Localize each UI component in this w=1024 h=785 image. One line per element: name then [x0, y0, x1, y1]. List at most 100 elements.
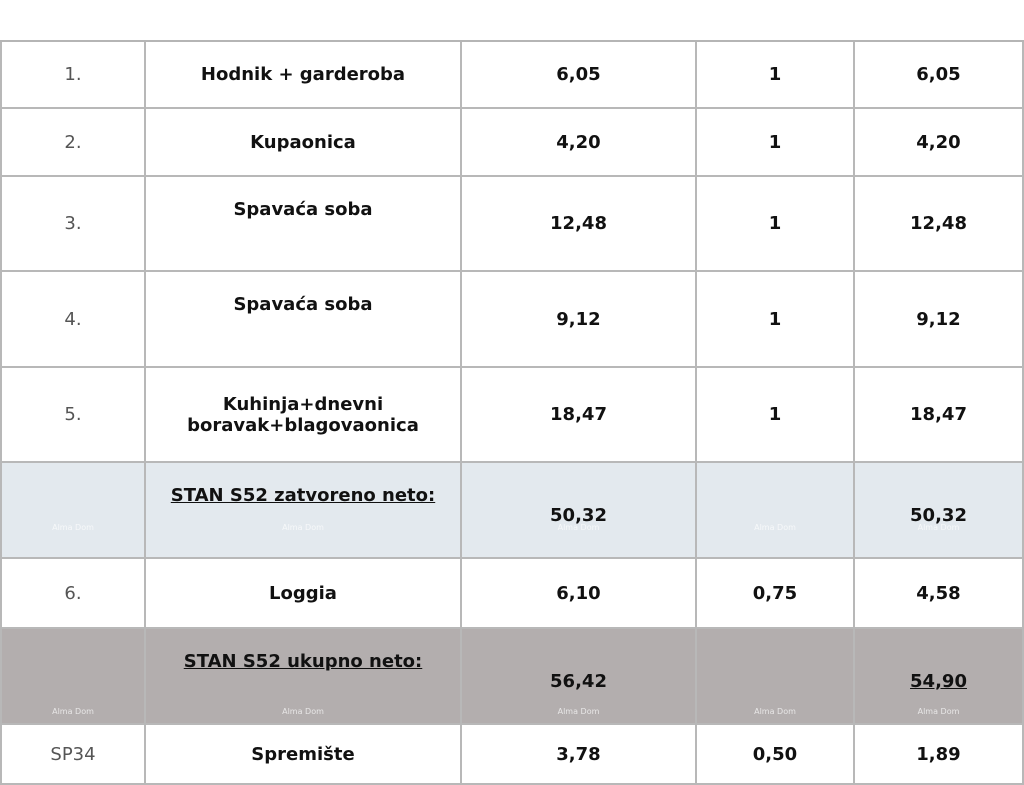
cell-name: Spavaća soba: [146, 272, 462, 366]
cell-coef: 1: [697, 177, 855, 270]
coef-text: 1: [768, 308, 782, 330]
cell-area: 9,12: [462, 272, 697, 366]
watermark: Alma Dom: [282, 707, 324, 716]
no-text: SP34: [50, 743, 96, 765]
cell-name: Kuhinja+dnevni boravak+blagovaonica: [146, 368, 462, 461]
cell-total: 9,12: [855, 272, 1024, 366]
no-text: 3.: [64, 213, 82, 234]
area-text: 9,12: [556, 308, 601, 330]
name-text: Hodnik + garderoba: [200, 64, 406, 85]
no-text: 6.: [64, 582, 82, 604]
cell-no: 2.: [0, 109, 146, 175]
coef-text: 1: [768, 404, 782, 425]
total-text: 54,90: [910, 670, 967, 692]
table-row: 4. Spavaća soba 9,12 1 9,12: [0, 272, 1024, 368]
cell-name: Spremište: [146, 725, 462, 783]
cell-no: 5.: [0, 368, 146, 461]
cell-no: Alma Dom: [0, 629, 146, 723]
cell-name: Loggia: [146, 559, 462, 627]
cell-total: 12,48: [855, 177, 1024, 270]
table-row: 2. Kupaonica 4,20 1 4,20: [0, 109, 1024, 177]
coef-text: 0,50: [752, 743, 798, 765]
total-text: 4,20: [916, 131, 961, 153]
watermark: Alma Dom: [557, 523, 600, 532]
name-text: STAN S52 ukupno neto:: [183, 650, 423, 672]
cell-total: 50,32 Alma Dom: [855, 463, 1024, 557]
cell-total: 6,05: [855, 42, 1024, 107]
table-row: 3. Spavaća soba 12,48 1 12,48: [0, 177, 1024, 272]
cell-no: 6.: [0, 559, 146, 627]
name-text: STAN S52 zatvoreno neto:: [170, 485, 436, 506]
cell-total: 1,89: [855, 725, 1024, 783]
subtotal-row: Alma Dom STAN S52 zatvoreno neto: Alma Dom…: [0, 463, 1024, 559]
cell-name: Kupaonica: [146, 109, 462, 175]
area-text: 12,48: [550, 213, 607, 234]
name-text: Kupaonica: [250, 131, 356, 153]
name-text: Loggia: [269, 582, 337, 604]
cell-coef: 1: [697, 368, 855, 461]
no-text: 5.: [64, 404, 82, 425]
cell-area: 4,20: [462, 109, 697, 175]
area-table: 1. Hodnik + garderoba 6,05 1 6,05 2. Kupaonica…: [0, 40, 1024, 785]
cell-area: 12,48: [462, 177, 697, 270]
coef-text: 0,75: [752, 582, 798, 604]
watermark: Alma Dom: [282, 523, 324, 532]
cell-no: Alma Dom: [0, 463, 146, 557]
coef-text: 1: [768, 213, 782, 234]
area-text: 18,47: [550, 404, 607, 425]
cell-coef: 1: [697, 109, 855, 175]
cell-total: 4,58: [855, 559, 1024, 627]
cell-area: 50,32 Alma Dom: [462, 463, 697, 557]
watermark: Alma Dom: [754, 523, 796, 532]
name-text: Spavaća soba: [233, 199, 373, 220]
cell-area: 56,42 Alma Dom: [462, 629, 697, 723]
total-text: 12,48: [910, 213, 967, 234]
no-text: 2.: [64, 131, 82, 153]
watermark: Alma Dom: [754, 707, 796, 716]
cell-area: 6,05: [462, 42, 697, 107]
cell-no: 3.: [0, 177, 146, 270]
cell-no: 1.: [0, 42, 146, 107]
cell-no: SP34: [0, 725, 146, 783]
table-row: 5. Kuhinja+dnevni boravak+blagovaonica 18,…: [0, 368, 1024, 463]
watermark: Alma Dom: [557, 707, 600, 716]
cell-coef: Alma Dom: [697, 463, 855, 557]
total-text: 1,89: [916, 743, 961, 765]
cell-coef: 1: [697, 272, 855, 366]
no-text: 4.: [64, 308, 82, 330]
area-text: 4,20: [556, 131, 601, 153]
area-text: 3,78: [556, 743, 601, 765]
cell-total: 4,20: [855, 109, 1024, 175]
area-text: 56,42: [550, 670, 607, 692]
table-row: 6. Loggia 6,10 0,75 4,58: [0, 559, 1024, 629]
name-text: Kuhinja+dnevni boravak+blagovaonica: [187, 393, 419, 436]
watermark: Alma Dom: [917, 707, 960, 716]
total-text: 4,58: [916, 582, 961, 604]
watermark: Alma Dom: [917, 523, 960, 532]
coef-text: 1: [768, 64, 782, 85]
name-text: Spremište: [251, 743, 355, 765]
name-text: Spavaća soba: [233, 294, 373, 315]
cell-area: 18,47: [462, 368, 697, 461]
cell-name: Spavaća soba: [146, 177, 462, 270]
total-row: Alma Dom STAN S52 ukupno neto: Alma Dom 56,…: [0, 629, 1024, 725]
cell-no: 4.: [0, 272, 146, 366]
cell-area: 3,78: [462, 725, 697, 783]
cell-name: STAN S52 zatvoreno neto: Alma Dom: [146, 463, 462, 557]
cell-coef: 1: [697, 42, 855, 107]
area-text: 50,32: [550, 504, 607, 526]
no-text: 1.: [64, 64, 82, 85]
cell-coef: 0,75: [697, 559, 855, 627]
cell-name: STAN S52 ukupno neto: Alma Dom: [146, 629, 462, 723]
cell-coef: Alma Dom: [697, 629, 855, 723]
table-row: SP34 Spremište 3,78 0,50 1,89: [0, 725, 1024, 785]
cell-total: 18,47: [855, 368, 1024, 461]
table-row: 1. Hodnik + garderoba 6,05 1 6,05: [0, 42, 1024, 109]
cell-name: Hodnik + garderoba: [146, 42, 462, 107]
cell-area: 6,10: [462, 559, 697, 627]
area-text: 6,05: [556, 64, 601, 85]
total-text: 6,05: [916, 64, 961, 85]
total-text: 18,47: [910, 404, 967, 425]
cell-total: 54,90 Alma Dom: [855, 629, 1024, 723]
watermark: Alma Dom: [52, 523, 94, 532]
